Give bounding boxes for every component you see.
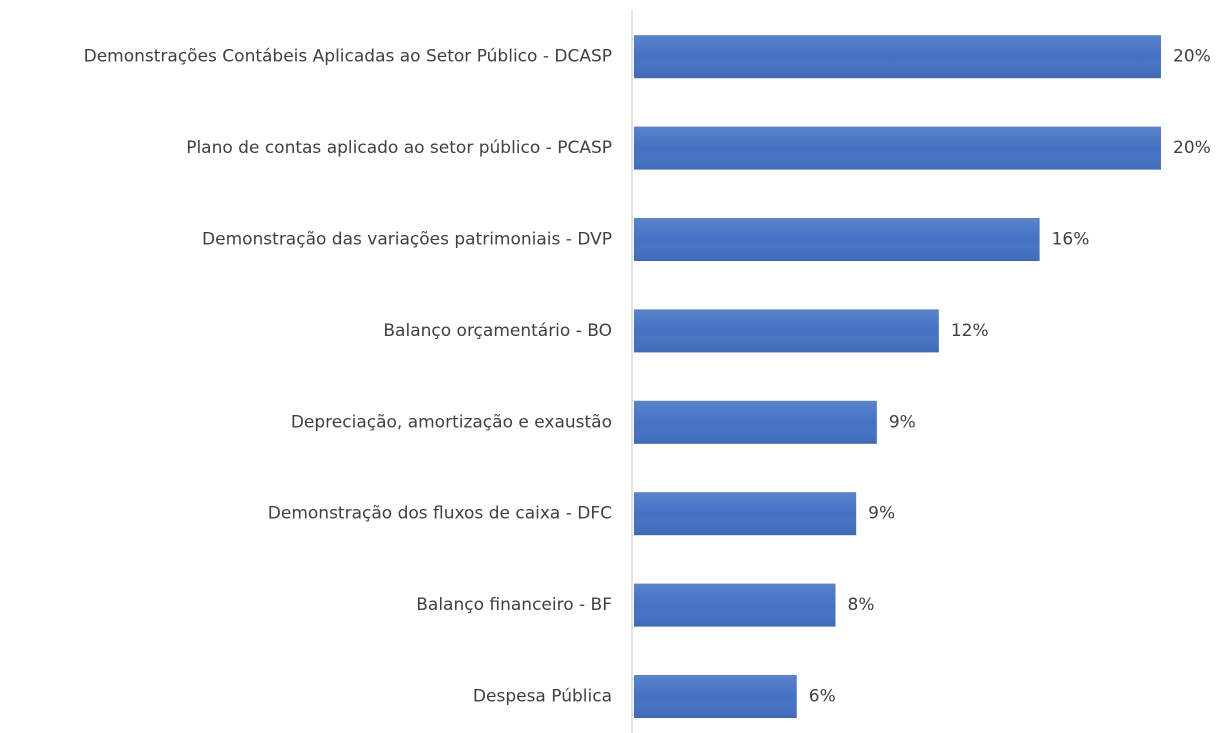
value-label: 9%: [889, 412, 916, 432]
value-label: 20%: [1173, 138, 1211, 158]
bar-shade: [634, 400, 877, 444]
bar-shade: [634, 126, 1161, 170]
value-label: 9%: [868, 504, 895, 524]
category-label: Demonstrações Contábeis Aplicadas ao Set…: [84, 47, 612, 67]
category-label: Demonstração dos fluxos de caixa - DFC: [268, 504, 612, 524]
category-label: Depreciação, amortização e exaustão: [291, 412, 612, 432]
value-label: 8%: [848, 595, 875, 615]
bar-shade: [634, 35, 1161, 79]
category-label: Despesa Pública: [473, 687, 612, 707]
bar-shade: [634, 218, 1040, 261]
value-label: 12%: [951, 321, 989, 341]
bar-shade: [634, 675, 797, 718]
value-label: 20%: [1173, 47, 1211, 67]
category-label: Balanço orçamentário - BO: [383, 321, 612, 341]
bar-shade: [634, 583, 836, 627]
bar-shade: [634, 492, 857, 536]
value-label: 16%: [1052, 230, 1090, 250]
value-label: 6%: [809, 687, 836, 707]
bar-shade: [634, 309, 939, 353]
category-label: Plano de contas aplicado ao setor públic…: [186, 138, 612, 158]
category-label: Demonstração das variações patrimoniais …: [202, 230, 612, 250]
category-label: Balanço financeiro - BF: [416, 595, 612, 615]
